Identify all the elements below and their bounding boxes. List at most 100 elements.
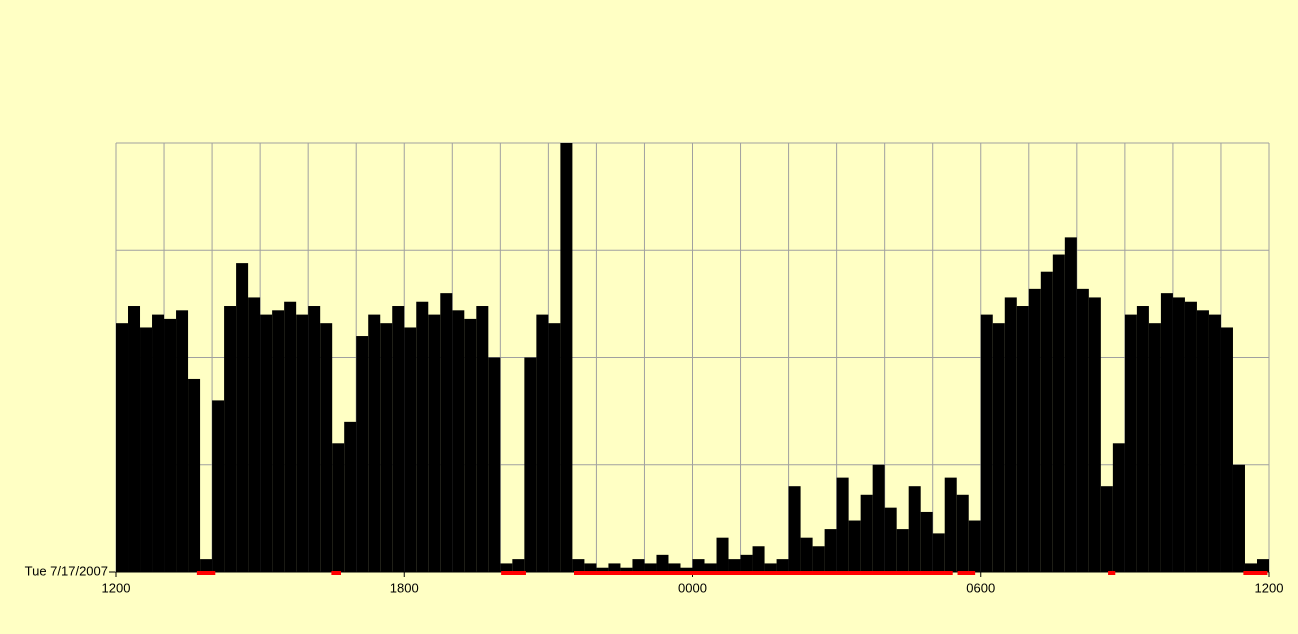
bar: [344, 421, 357, 572]
bar: [776, 559, 789, 572]
bar: [1148, 323, 1161, 572]
bar: [488, 357, 501, 572]
bar: [1196, 310, 1209, 572]
bar: [260, 314, 273, 572]
bar: [536, 314, 549, 572]
bar: [548, 323, 561, 572]
bar: [584, 563, 597, 572]
bar: [716, 537, 729, 572]
bar: [1124, 314, 1137, 572]
idle-period: [573, 571, 953, 575]
bar: [116, 323, 129, 572]
bar: [572, 559, 585, 572]
bar: [296, 314, 309, 572]
bar: [176, 310, 189, 572]
bar: [908, 486, 921, 572]
bar: [1040, 271, 1053, 572]
idle-period: [1243, 571, 1268, 575]
idle-period: [196, 571, 216, 575]
bar: [644, 563, 657, 572]
bar: [356, 336, 369, 572]
bar: [188, 378, 201, 572]
bar: [224, 306, 237, 572]
bar: [1160, 293, 1173, 572]
bar: [884, 507, 897, 572]
bar: [1112, 443, 1125, 572]
bar: [1076, 288, 1089, 572]
bar: [680, 567, 693, 572]
bar: [932, 533, 945, 572]
bar: [788, 486, 801, 572]
bar: [896, 529, 909, 572]
bar: [920, 511, 933, 572]
bar: [812, 546, 825, 572]
bar: [1256, 559, 1269, 572]
bar: [1220, 327, 1233, 572]
bar: [956, 494, 969, 572]
bar: [704, 563, 717, 572]
bar: [1028, 288, 1041, 572]
bar: [464, 318, 477, 572]
bar: [560, 143, 573, 572]
bar: [392, 306, 405, 572]
bar: [416, 301, 429, 572]
x-tick-label: 1200: [1255, 580, 1284, 595]
bar: [248, 297, 261, 572]
bar: [272, 310, 285, 572]
bar: [1052, 254, 1065, 573]
bar: [500, 563, 513, 572]
date-label: Tue 7/17/2007: [25, 563, 108, 578]
bar: [620, 567, 633, 572]
bar: [632, 559, 645, 572]
bar: [1100, 486, 1113, 572]
bar: [1232, 464, 1245, 572]
bar: [236, 263, 249, 572]
bar: [320, 323, 333, 572]
bar: [596, 567, 609, 572]
bar: [1136, 306, 1149, 572]
bar: [380, 323, 393, 572]
x-tick-label: 0600: [966, 580, 995, 595]
bar: [968, 520, 981, 572]
bar: [128, 306, 141, 572]
idle-period: [1108, 571, 1116, 575]
idle-period: [331, 571, 341, 575]
bar: [980, 314, 993, 572]
bar: [740, 554, 753, 572]
bar: [152, 314, 165, 572]
bar: [872, 464, 885, 572]
x-tick-label: 1200: [102, 580, 131, 595]
x-tick-label: 0000: [678, 580, 707, 595]
bar: [1184, 301, 1197, 572]
idle-period: [957, 571, 976, 575]
x-tick-label: 1800: [390, 580, 419, 595]
bar: [860, 494, 873, 572]
bar: [212, 400, 225, 572]
bar: [476, 306, 489, 572]
bar: [200, 559, 213, 572]
bar: [452, 310, 465, 572]
bar: [164, 318, 177, 572]
bar: [308, 306, 321, 572]
bar: [728, 559, 741, 572]
bar: [668, 563, 681, 572]
bar: [824, 529, 837, 572]
bar: [764, 563, 777, 572]
bar: [1004, 297, 1017, 572]
bar: [440, 293, 453, 572]
bar: [368, 314, 381, 572]
bar: [512, 559, 525, 572]
bar: [848, 520, 861, 572]
bar: [404, 327, 417, 572]
bar: [1016, 306, 1029, 572]
bar: [1172, 297, 1185, 572]
bar: [692, 559, 705, 572]
bar: [608, 563, 621, 572]
bar: [524, 357, 537, 572]
bar: [284, 301, 297, 572]
idle-period: [501, 571, 526, 575]
bar: [1088, 297, 1101, 572]
bar: [140, 327, 153, 572]
